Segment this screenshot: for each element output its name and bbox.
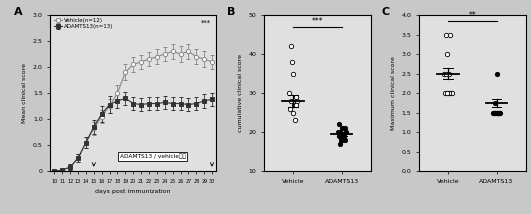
Point xyxy=(340,126,349,130)
Point xyxy=(445,72,453,75)
Point xyxy=(339,134,348,138)
Point xyxy=(495,111,503,114)
Point xyxy=(336,130,344,134)
Text: A: A xyxy=(14,7,23,17)
Point xyxy=(492,72,501,75)
Point xyxy=(287,99,295,103)
Point xyxy=(444,91,452,95)
Point xyxy=(443,52,451,56)
Point xyxy=(440,72,448,75)
Point xyxy=(287,45,295,48)
Point xyxy=(493,111,502,114)
Text: ***: *** xyxy=(312,16,323,25)
Point xyxy=(338,126,346,130)
Point xyxy=(293,99,301,103)
Point xyxy=(292,95,300,99)
Point xyxy=(335,123,344,126)
Point xyxy=(490,111,498,114)
Point xyxy=(289,111,297,114)
Point xyxy=(491,111,500,114)
Point xyxy=(333,130,342,134)
Y-axis label: Mean clinical score: Mean clinical score xyxy=(22,63,28,123)
Point xyxy=(289,72,297,75)
Point xyxy=(441,33,450,36)
Point xyxy=(341,130,350,134)
Point xyxy=(441,91,449,95)
Point xyxy=(491,111,499,114)
Point xyxy=(448,91,456,95)
Point xyxy=(494,111,502,114)
Point xyxy=(337,138,345,142)
Point xyxy=(447,91,455,95)
Point xyxy=(335,134,343,138)
Point xyxy=(496,111,504,114)
Point xyxy=(291,119,299,122)
Text: ADAMTS13 / vehicle注射: ADAMTS13 / vehicle注射 xyxy=(120,154,186,159)
Point xyxy=(489,111,497,114)
X-axis label: days post immunization: days post immunization xyxy=(96,189,171,194)
Point xyxy=(446,33,455,36)
Text: B: B xyxy=(227,7,235,17)
Text: **: ** xyxy=(468,11,476,20)
Point xyxy=(292,103,301,107)
Point xyxy=(338,134,347,138)
Point xyxy=(442,72,450,75)
Point xyxy=(492,111,501,114)
Point xyxy=(445,91,453,95)
Point xyxy=(490,111,499,114)
Legend: Vehicle(n=12), ADAMTS13(n=13): Vehicle(n=12), ADAMTS13(n=13) xyxy=(53,18,114,30)
Point xyxy=(495,111,504,114)
Point xyxy=(442,91,451,95)
Point xyxy=(340,138,349,142)
Point xyxy=(336,142,344,146)
Point xyxy=(338,138,346,142)
Point xyxy=(490,101,499,105)
Point xyxy=(290,103,298,107)
Text: C: C xyxy=(381,7,390,17)
Point xyxy=(286,107,295,110)
Point xyxy=(285,91,294,95)
Point xyxy=(288,60,296,64)
Y-axis label: cumulative clinical score: cumulative clinical score xyxy=(238,54,243,132)
Y-axis label: Maximum clinical score: Maximum clinical score xyxy=(391,56,396,130)
Text: ***: *** xyxy=(201,20,211,26)
